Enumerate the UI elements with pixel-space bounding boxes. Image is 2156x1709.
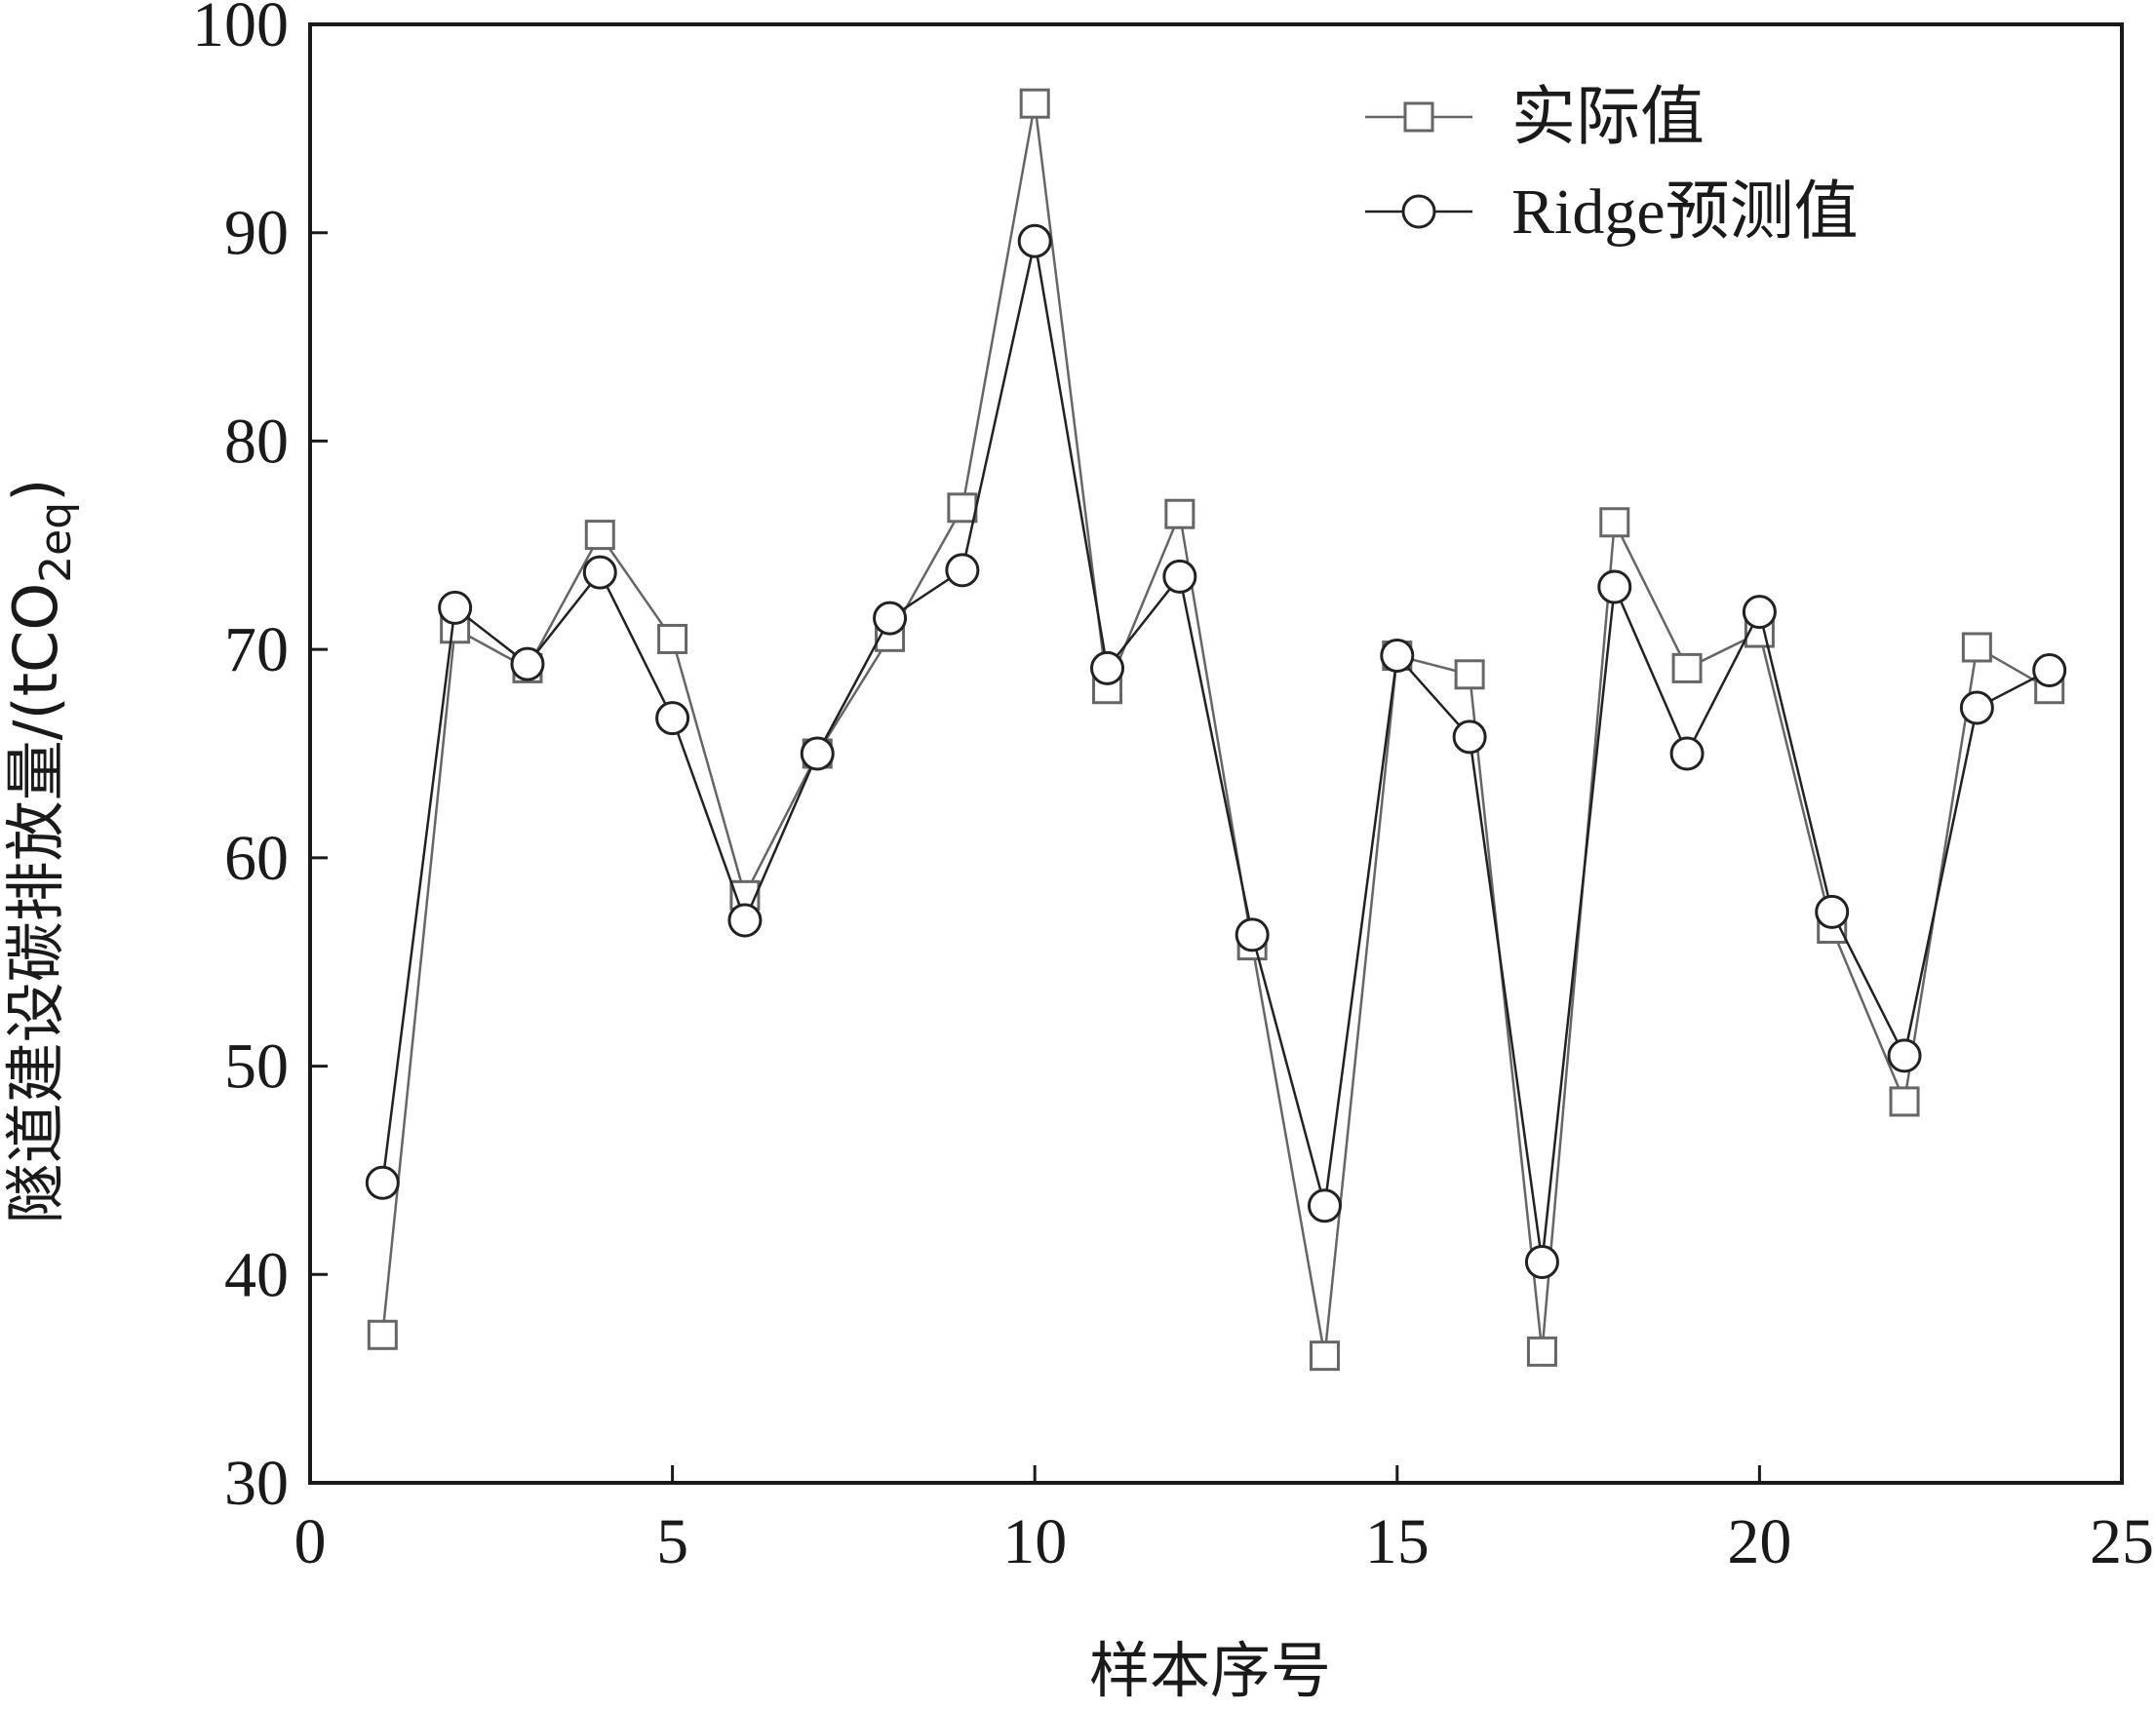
data-point	[1599, 507, 1630, 538]
series-layer	[365, 88, 2067, 1372]
data-point	[1742, 595, 1777, 630]
data-point	[945, 553, 980, 588]
data-point	[438, 590, 473, 625]
data-point	[1309, 1340, 1340, 1372]
y-tick-label: 60	[224, 823, 289, 894]
data-point	[1671, 652, 1703, 683]
data-point	[947, 492, 978, 524]
x-tick-label: 25	[2090, 1506, 2154, 1577]
legend-item: 实际值	[1365, 82, 1705, 153]
data-point	[1162, 559, 1197, 594]
data-point	[1961, 632, 1992, 663]
y-axis-title-subscript: 2eq	[31, 502, 81, 583]
data-point	[367, 1319, 398, 1350]
legend: 实际值 Ridge预测值	[1365, 82, 1859, 248]
data-point	[1597, 569, 1632, 604]
data-point	[1526, 1336, 1557, 1367]
x-tick-label: 5	[656, 1506, 688, 1577]
data-point	[1235, 917, 1270, 952]
legend-marker	[1403, 101, 1434, 133]
data-point	[800, 736, 835, 771]
y-tick-label: 30	[224, 1448, 289, 1519]
legend-marker	[1401, 194, 1436, 229]
data-point	[1380, 639, 1415, 674]
legend-item: Ridge预测值	[1365, 176, 1859, 248]
series-2	[365, 223, 2067, 1279]
axis-ticks: 30 40 50 60 70 80 90 100 0 5 10 15 20 25	[192, 0, 2154, 1577]
data-point	[1017, 223, 1052, 258]
data-point	[582, 555, 617, 590]
x-tick-label: 10	[1002, 1506, 1067, 1577]
x-tick-label: 0	[294, 1506, 327, 1577]
legend-label: Ridge预测值	[1511, 176, 1859, 248]
y-tick-label: 80	[224, 406, 289, 477]
data-point	[1815, 894, 1850, 929]
y-tick-label: 70	[224, 614, 289, 685]
x-tick-label: 20	[1727, 1506, 1791, 1577]
data-point	[365, 1165, 400, 1200]
plot-frame	[308, 22, 2124, 1485]
series-line	[381, 102, 2051, 1356]
data-point	[1454, 659, 1485, 690]
series-1	[367, 88, 2065, 1372]
y-axis-title-main: 隧道建设碳排放量/(tCO	[0, 583, 71, 1223]
data-point	[873, 601, 908, 636]
data-point	[1452, 719, 1487, 755]
plot-area	[308, 22, 2124, 1485]
y-tick-label: 50	[224, 1031, 289, 1103]
data-point	[727, 903, 763, 938]
data-point	[1090, 650, 1125, 685]
data-point	[1019, 88, 1050, 119]
y-tick-label: 90	[224, 198, 289, 269]
data-point	[1164, 498, 1196, 529]
data-point	[2032, 653, 2067, 688]
y-tick-label: 40	[224, 1239, 289, 1310]
x-tick-label: 15	[1365, 1506, 1430, 1577]
data-point	[657, 623, 688, 654]
y-axis-title: 隧道建设碳排放量/(tCO2eq)	[0, 479, 81, 1224]
y-tick-label: 100	[192, 0, 289, 60]
data-point	[1887, 1038, 1922, 1073]
x-axis-title: 样本序号	[1089, 1635, 1331, 1706]
data-point	[1889, 1086, 1920, 1117]
data-point	[510, 646, 545, 681]
y-axis-title-closing: )	[0, 479, 71, 502]
data-point	[1524, 1244, 1559, 1279]
data-point	[584, 520, 615, 551]
data-point	[1307, 1188, 1342, 1223]
data-point	[655, 701, 690, 736]
legend-label: 实际值	[1511, 82, 1705, 153]
data-point	[1669, 736, 1705, 771]
series-line	[381, 241, 2051, 1262]
data-point	[1959, 690, 1994, 725]
